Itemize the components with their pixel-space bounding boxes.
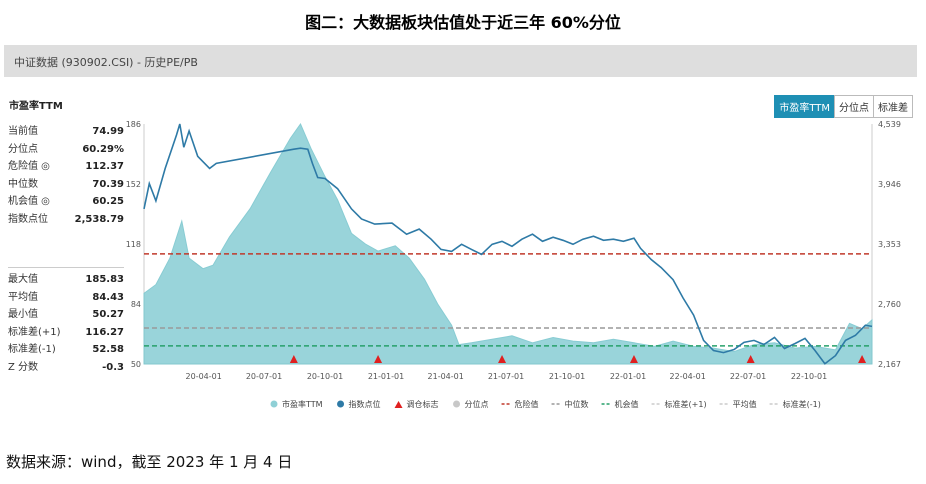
x-tick-label: 21-10-01 bbox=[549, 372, 585, 381]
panel-header: 中证数据 (930902.CSI) - 历史PE/PB bbox=[4, 45, 917, 77]
stat-std-minus: 标准差(-1) 52.58 bbox=[8, 341, 124, 359]
stat-value: 116.27 bbox=[85, 326, 124, 338]
legend-dot bbox=[453, 400, 461, 408]
y-right-tick-label: 2,760 bbox=[878, 300, 901, 309]
x-tick-label: 21-07-01 bbox=[488, 372, 524, 381]
stats-current: 当前值 74.99 分位点 60.29% 危险值 ◎ 112.37 中位数 70.39 … bbox=[8, 123, 124, 228]
stat-percentile: 分位点 60.29% bbox=[8, 141, 124, 159]
x-tick-label: 20-07-01 bbox=[246, 372, 282, 381]
legend-label: 中位数 bbox=[565, 399, 589, 409]
y-right-tick-label: 2,167 bbox=[878, 360, 901, 369]
legend-label: 市盈率TTM bbox=[282, 399, 323, 409]
x-tick-label: 22-01-01 bbox=[610, 372, 646, 381]
legend-label: 分位点 bbox=[465, 399, 489, 409]
legend-dot bbox=[337, 400, 345, 408]
y-right-tick-label: 3,946 bbox=[878, 180, 901, 189]
stat-value: 2,538.79 bbox=[74, 213, 124, 225]
y-left-tick-label: 50 bbox=[131, 360, 141, 369]
stat-label: 最大值 bbox=[8, 274, 38, 285]
stat-value: 70.39 bbox=[92, 178, 124, 190]
adjust-marker bbox=[858, 355, 867, 363]
stat-std-plus: 标准差(+1) 116.27 bbox=[8, 324, 124, 342]
stat-label: 平均值 bbox=[8, 291, 38, 303]
stat-value: 74.99 bbox=[92, 126, 124, 137]
stat-label: 机会值 ◎ bbox=[8, 196, 50, 207]
stat-label: 当前值 bbox=[8, 126, 38, 137]
stat-value: 185.83 bbox=[85, 274, 124, 285]
stats-summary: 最大值 185.83 平均值 84.43 最小值 50.27 标准差(+1) 116.2… bbox=[8, 271, 124, 376]
stat-value: -0.3 bbox=[102, 361, 124, 373]
panel-header-label: 中证数据 (930902.CSI) - 历史PE/PB bbox=[14, 56, 198, 69]
stat-value: 60.25 bbox=[92, 196, 124, 207]
adjust-marker bbox=[629, 355, 638, 363]
legend-label: 标准差(+1) bbox=[665, 399, 707, 409]
stat-label: 指数点位 bbox=[8, 213, 48, 225]
stat-value: 84.43 bbox=[92, 291, 124, 303]
stat-label: 危险值 ◎ bbox=[8, 161, 50, 172]
adjust-marker bbox=[746, 355, 755, 363]
stat-label: 分位点 bbox=[8, 143, 38, 155]
y-left-tick-label: 84 bbox=[131, 300, 141, 309]
stat-mean: 平均值 84.43 bbox=[8, 289, 124, 307]
stat-value: 60.29% bbox=[82, 143, 124, 155]
toggle-std-dev[interactable]: 标准差 bbox=[873, 95, 913, 118]
legend-label: 指数点位 bbox=[349, 399, 381, 409]
adjust-marker bbox=[498, 355, 507, 363]
legend-triangle bbox=[394, 401, 403, 408]
y-left-tick-label: 186 bbox=[126, 120, 141, 129]
x-tick-label: 21-01-01 bbox=[368, 372, 404, 381]
stat-value: 52.58 bbox=[92, 344, 124, 355]
stat-min: 最小值 50.27 bbox=[8, 306, 124, 324]
stat-label: 中位数 bbox=[8, 178, 38, 190]
adjust-marker bbox=[289, 355, 298, 363]
metric-toggle-group: 市盈率TTM 分位点 标准差 bbox=[774, 95, 913, 118]
stat-index-level: 指数点位 2,538.79 bbox=[8, 211, 124, 229]
toggle-percentile[interactable]: 分位点 bbox=[834, 95, 874, 118]
stat-danger-value: 危险值 ◎ 112.37 bbox=[8, 158, 124, 176]
legend-label: 标准差(-1) bbox=[783, 399, 821, 409]
stat-current-value: 当前值 74.99 bbox=[8, 123, 124, 141]
legend-label: 平均值 bbox=[733, 399, 757, 409]
stat-opportunity-value: 机会值 ◎ 60.25 bbox=[8, 193, 124, 211]
legend-label: 危险值 bbox=[515, 399, 539, 409]
x-tick-label: 22-10-01 bbox=[791, 372, 827, 381]
stat-label: 标准差(+1) bbox=[8, 326, 61, 338]
stat-value: 50.27 bbox=[92, 309, 124, 320]
stat-label: 标准差(-1) bbox=[8, 344, 56, 355]
x-tick-label: 22-07-01 bbox=[730, 372, 766, 381]
section-label: 市盈率TTM bbox=[9, 101, 63, 112]
x-tick-label: 21-04-01 bbox=[428, 372, 464, 381]
adjust-marker bbox=[374, 355, 383, 363]
stats-divider bbox=[8, 267, 124, 268]
y-right-tick-label: 3,353 bbox=[878, 240, 901, 249]
stat-max: 最大值 185.83 bbox=[8, 271, 124, 289]
x-tick-label: 22-04-01 bbox=[670, 372, 706, 381]
legend-dot bbox=[270, 400, 278, 408]
data-source-note: 数据来源：wind，截至 2023 年 1 月 4 日 bbox=[6, 453, 293, 471]
figure-title: 图二：大数据板块估值处于近三年 60%分位 bbox=[305, 13, 621, 32]
stat-label: Z 分数 bbox=[8, 361, 39, 373]
y-left-tick-label: 152 bbox=[126, 180, 141, 189]
legend-label: 机会值 bbox=[615, 399, 639, 409]
x-tick-label: 20-10-01 bbox=[307, 372, 343, 381]
x-tick-label: 20-04-01 bbox=[186, 372, 222, 381]
y-right-tick-label: 4,539 bbox=[878, 120, 901, 129]
legend-label: 调仓标志 bbox=[407, 399, 439, 409]
stat-value: 112.37 bbox=[85, 161, 124, 172]
y-left-tick-label: 118 bbox=[126, 240, 141, 249]
chart-panel: 中证数据 (930902.CSI) - 历史PE/PB 市盈率TTM 市盈率TT… bbox=[4, 45, 917, 421]
stat-label: 最小值 bbox=[8, 309, 38, 320]
stat-z-score: Z 分数 -0.3 bbox=[8, 359, 124, 377]
index-line bbox=[143, 123, 873, 365]
stat-median: 中位数 70.39 bbox=[8, 176, 124, 194]
pe-ttm-area bbox=[143, 122, 873, 365]
